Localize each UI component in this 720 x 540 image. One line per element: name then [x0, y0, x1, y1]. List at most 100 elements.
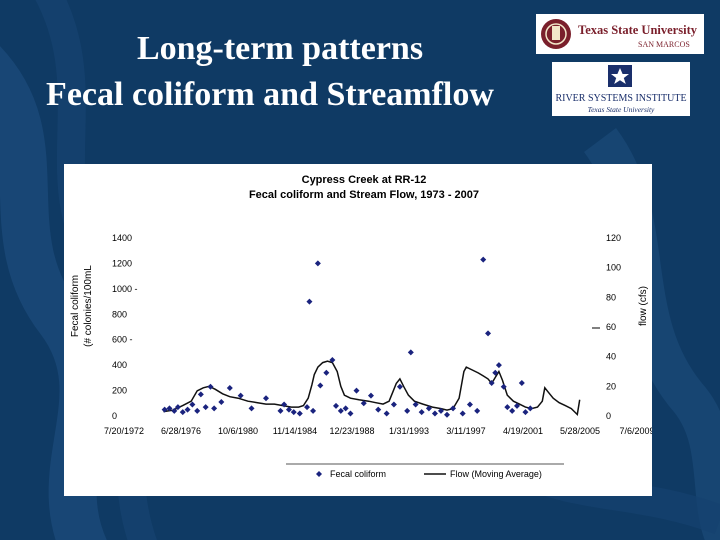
x-tick-label: 5/28/2005	[560, 426, 600, 436]
fecal-coliform-point	[444, 411, 451, 418]
y-left-tick-label: 200	[112, 386, 127, 396]
fecal-coliform-point	[337, 407, 344, 414]
x-tick-label: 1/31/1993	[389, 426, 429, 436]
fecal-coliform-point	[171, 407, 178, 414]
fecal-coliform-point	[485, 330, 492, 337]
fecal-coliform-point	[290, 409, 297, 416]
fecal-coliform-point	[248, 405, 255, 412]
chart-title: Cypress Creek at RR-12	[302, 174, 427, 186]
fecal-coliform-point	[166, 405, 173, 412]
fecal-coliform-point	[353, 387, 360, 394]
fecal-coliform-point	[504, 404, 511, 411]
slide-title: Long-term patterns	[136, 30, 424, 67]
y-left-tick-label: 1400	[112, 233, 132, 243]
fecal-coliform-point	[450, 405, 457, 412]
fecal-coliform-point	[492, 369, 499, 376]
x-tick-label: 6/28/1976	[161, 426, 201, 436]
fecal-coliform-point	[495, 362, 502, 369]
legend-marker-fecal-coliform	[316, 471, 322, 477]
fecal-coliform-point	[189, 401, 196, 408]
texas-state-logo: Texas State University SAN MARCOS	[536, 14, 704, 54]
x-tick-label: 3/11/1997	[446, 426, 485, 436]
fecal-coliform-point	[179, 409, 186, 416]
x-tick-label: 7/6/2009	[619, 426, 652, 436]
fecal-coliform-point	[184, 406, 191, 413]
fecal-coliform-point	[347, 410, 354, 417]
x-tick-label: 4/19/2001	[503, 426, 543, 436]
fecal-coliform-point	[390, 401, 397, 408]
y-right-tick-label: 120	[606, 233, 621, 243]
fecal-coliform-point	[522, 409, 529, 416]
y-left-tick-label: 1200	[112, 258, 132, 268]
fecal-coliform-point	[412, 401, 419, 408]
legend-label-flow: Flow (Moving Average)	[450, 469, 542, 479]
fecal-coliform-point	[404, 407, 411, 414]
fecal-coliform-point	[226, 385, 233, 392]
fecal-coliform-point	[296, 410, 303, 417]
y-left-tick-label: 600 -	[112, 335, 133, 345]
y-right-tick-label: 100	[606, 263, 621, 273]
legend-label-fecal-coliform: Fecal coliform	[330, 469, 386, 479]
y-right-tick-label: 40	[606, 352, 616, 362]
y-axis-left-label-units: (# colonies/100mL	[83, 265, 94, 347]
fecal-coliform-point	[437, 407, 444, 414]
fecal-coliform-point	[237, 392, 244, 399]
rsi-subtitle: Texas State University	[588, 105, 655, 114]
fecal-coliform-point	[197, 391, 204, 398]
fecal-coliform-point	[518, 379, 525, 386]
y-axis-left-label: Fecal coliform	[70, 275, 81, 337]
fecal-coliform-point	[367, 392, 374, 399]
y-right-tick-label: 60	[606, 322, 616, 332]
fecal-coliform-point	[509, 407, 516, 414]
fecal-coliform-point	[342, 405, 349, 412]
fecal-coliform-point	[263, 395, 270, 402]
fecal-coliform-point	[375, 406, 382, 413]
rsi-wordmark: RIVER SYSTEMS INSTITUTE	[555, 93, 686, 104]
fecal-coliform-point	[480, 256, 487, 263]
fecal-coliform-point	[218, 399, 225, 406]
x-tick-label: 11/14/1984	[273, 426, 317, 436]
fecal-coliform-point	[407, 349, 414, 356]
fecal-coliform-point	[459, 410, 466, 417]
y-left-tick-label: 400	[112, 360, 127, 370]
fecal-coliform-point	[431, 410, 438, 417]
fecal-coliform-point	[396, 383, 403, 390]
chart: Cypress Creek at RR-12 Fecal coliform an…	[70, 174, 652, 479]
fecal-coliform-point	[383, 410, 390, 417]
fecal-coliform-point	[306, 298, 313, 305]
slide-subtitle: Fecal coliform and Streamflow	[46, 76, 494, 113]
x-tick-label: 10/6/1980	[218, 426, 258, 436]
fecal-coliform-point	[285, 406, 292, 413]
flow-line	[163, 360, 581, 417]
fecal-coliform-point	[329, 357, 336, 364]
fecal-coliform-point	[207, 383, 214, 390]
fecal-coliform-point	[310, 407, 317, 414]
chart-subtitle: Fecal coliform and Stream Flow, 1973 - 2…	[249, 189, 479, 201]
chart-panel: Cypress Creek at RR-12 Fecal coliform an…	[64, 164, 652, 496]
y-left-tick-label: 800	[112, 309, 127, 319]
fecal-coliform-point	[323, 369, 330, 376]
fecal-coliform-point	[161, 406, 168, 413]
y-axis-right-label: flow (cfs)	[638, 286, 649, 326]
fecal-coliform-point	[202, 404, 209, 411]
y-right-tick-label: 0	[606, 411, 611, 421]
fecal-coliform-point	[332, 402, 339, 409]
fecal-coliform-point	[500, 383, 507, 390]
fecal-coliform-point	[488, 379, 495, 386]
fecal-coliform-point	[314, 260, 321, 267]
fecal-coliform-point	[277, 407, 284, 414]
fecal-coliform-point	[304, 404, 311, 411]
fecal-coliform-point	[474, 407, 481, 414]
fecal-coliform-point	[194, 407, 201, 414]
fecal-coliform-point	[513, 402, 520, 409]
fecal-coliform-point	[174, 404, 181, 411]
y-left-tick-label: 1000 -	[112, 284, 138, 294]
fecal-coliform-point	[527, 405, 534, 412]
fecal-coliform-point	[466, 401, 473, 408]
fecal-coliform-point	[317, 382, 324, 389]
texas-state-wordmark: Texas State University	[578, 23, 698, 37]
fecal-coliform-point	[360, 400, 367, 407]
x-tick-label: 12/23/1988	[329, 426, 374, 436]
fecal-coliform-point	[281, 401, 288, 408]
fecal-coliform-point	[425, 405, 432, 412]
